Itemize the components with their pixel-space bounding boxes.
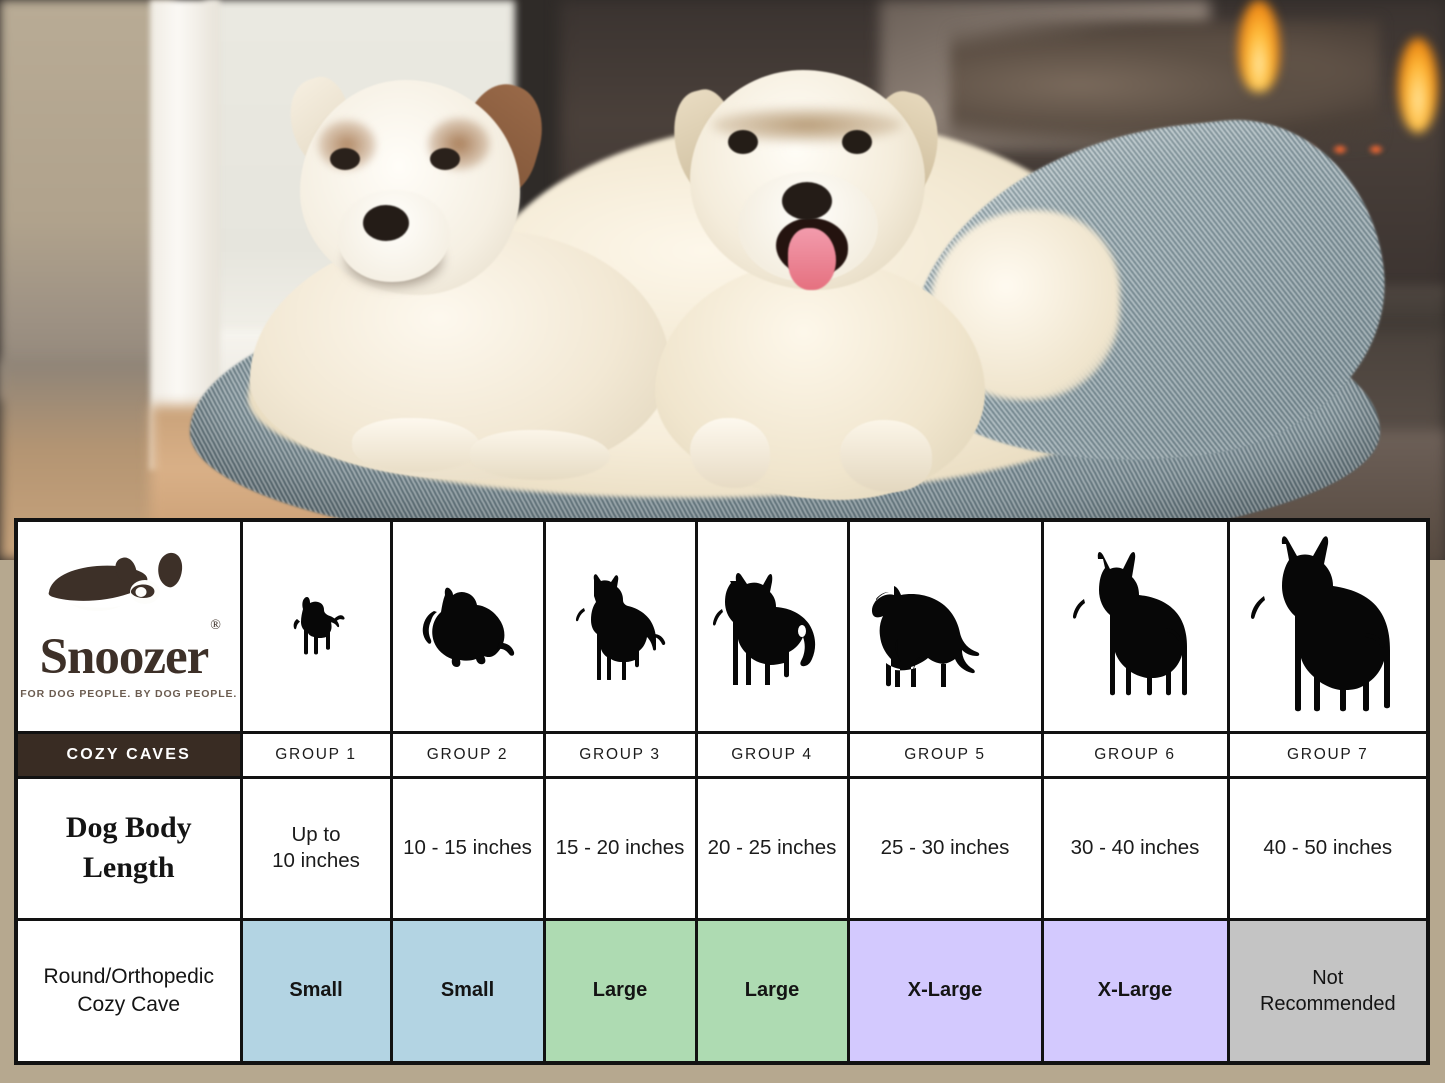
length-value-group-6: 30 - 40 inches: [1040, 775, 1230, 921]
group-header-3: GROUP 3: [542, 730, 698, 779]
group-header-row: COZY CAVES GROUP 1 GROUP 2 GROUP 3 GROUP…: [18, 730, 1426, 779]
brand-tagline: FOR DOG PEOPLE. BY DOG PEOPLE.: [20, 688, 238, 701]
dog-right-eye: [728, 130, 758, 154]
chihuahua-silhouette-icon: [293, 597, 345, 655]
group-header-2: GROUP 2: [389, 730, 546, 779]
cozy-cave-type-label: Round/Orthopedic Cozy Cave: [18, 917, 243, 1061]
photo-wall-left: [0, 0, 175, 400]
photo-ember: [1368, 145, 1384, 154]
dog-body-length-label-line1: Dog Body: [65, 810, 192, 844]
dog-body-length-label-line2: Length: [82, 851, 175, 885]
dog-right-nose: [782, 182, 832, 220]
cozy-cave-type-label-line2: Cozy Cave: [77, 992, 181, 1016]
length-value-group-7: 40 - 50 inches: [1226, 775, 1426, 921]
group-header-4: GROUP 4: [694, 730, 850, 779]
size-value-group-1: Small: [239, 917, 393, 1061]
dog-left-nose: [363, 205, 409, 241]
dog-left-paw: [352, 418, 480, 472]
length-value-group-5: 25 - 30 inches: [846, 775, 1044, 921]
length-value-group-4: 20 - 25 inches: [694, 775, 850, 921]
great-dane-silhouette-icon: [1250, 536, 1390, 712]
dog-left-eye: [430, 148, 460, 170]
size-chart-table: Snoozer® FOR DOG PEOPLE. BY DOG PEOPLE.: [18, 522, 1426, 1061]
size-value-group-6: X-Large: [1040, 917, 1230, 1061]
size-value-group-7-line2: Recommended: [1259, 992, 1396, 1015]
cozy-caves-header: COZY CAVES: [18, 730, 243, 779]
dog-right-paw: [840, 420, 932, 492]
recommended-size-row: Round/Orthopedic Cozy Cave Small Small L…: [18, 917, 1426, 1061]
hero-photo: [0, 0, 1445, 560]
length-value-group-3: 15 - 20 inches: [542, 775, 698, 921]
photo-ember: [1332, 145, 1348, 154]
size-chart-table-container: Snoozer® FOR DOG PEOPLE. BY DOG PEOPLE.: [14, 518, 1430, 1065]
size-value-group-7: Not Recommended: [1226, 917, 1426, 1061]
silhouette-cell-group-7: [1226, 522, 1426, 734]
silhouette-cell-group-1: [239, 522, 393, 734]
dog-body-length-label: Dog Body Length: [18, 775, 243, 921]
length-value-group-1-line1: Up to: [291, 822, 341, 846]
size-value-group-7-line1: Not: [1312, 966, 1344, 989]
golden-retriever-silhouette-icon: [871, 586, 980, 688]
dog-right-paw: [690, 418, 770, 488]
boston-terrier-silhouette-icon: [575, 574, 666, 681]
group-header-5: GROUP 5: [846, 730, 1044, 779]
brand-wordmark: Snoozer®: [39, 619, 221, 686]
dog-left-paw: [470, 430, 610, 480]
size-value-group-3: Large: [542, 917, 698, 1061]
cozy-cave-type-label-line1: Round/Orthopedic: [43, 964, 214, 988]
shiba-inu-silhouette-icon: [712, 573, 816, 686]
size-value-group-2: Small: [389, 917, 546, 1061]
length-value-group-2: 10 - 15 inches: [389, 775, 546, 921]
registered-mark: ®: [210, 618, 221, 634]
group-header-7: GROUP 7: [1226, 730, 1426, 779]
silhouette-cell-group-6: [1040, 522, 1230, 734]
silhouette-cell-group-3: [542, 522, 698, 734]
dog-left-eye: [330, 148, 360, 170]
photo-flame-right: [1398, 38, 1438, 133]
length-value-group-1: Up to 10 inches: [239, 775, 393, 921]
size-value-group-4: Large: [694, 917, 850, 1061]
group-header-6: GROUP 6: [1040, 730, 1230, 779]
silhouette-cell-group-5: [846, 522, 1044, 734]
group-header-1: GROUP 1: [239, 730, 393, 779]
doberman-silhouette-icon: [1072, 552, 1187, 696]
brand-wordmark-text: Snoozer: [39, 629, 210, 686]
dog-right-eye: [842, 130, 872, 154]
size-value-group-5: X-Large: [846, 917, 1044, 1061]
snoozer-dog-logo-icon: [48, 553, 182, 612]
dog-body-length-row: Dog Body Length Up to 10 inches 10 - 15 …: [18, 775, 1426, 921]
silhouette-cell-group-4: [694, 522, 850, 734]
silhouette-cell-group-2: [389, 522, 546, 734]
pomeranian-silhouette-icon: [422, 587, 514, 668]
brand-logo-cell: Snoozer® FOR DOG PEOPLE. BY DOG PEOPLE.: [18, 522, 243, 734]
dog-right-tongue: [788, 228, 836, 290]
silhouette-row: Snoozer® FOR DOG PEOPLE. BY DOG PEOPLE.: [18, 522, 1426, 734]
length-value-group-1-line2: 10 inches: [272, 849, 360, 873]
photo-flame-left: [1238, 0, 1280, 92]
